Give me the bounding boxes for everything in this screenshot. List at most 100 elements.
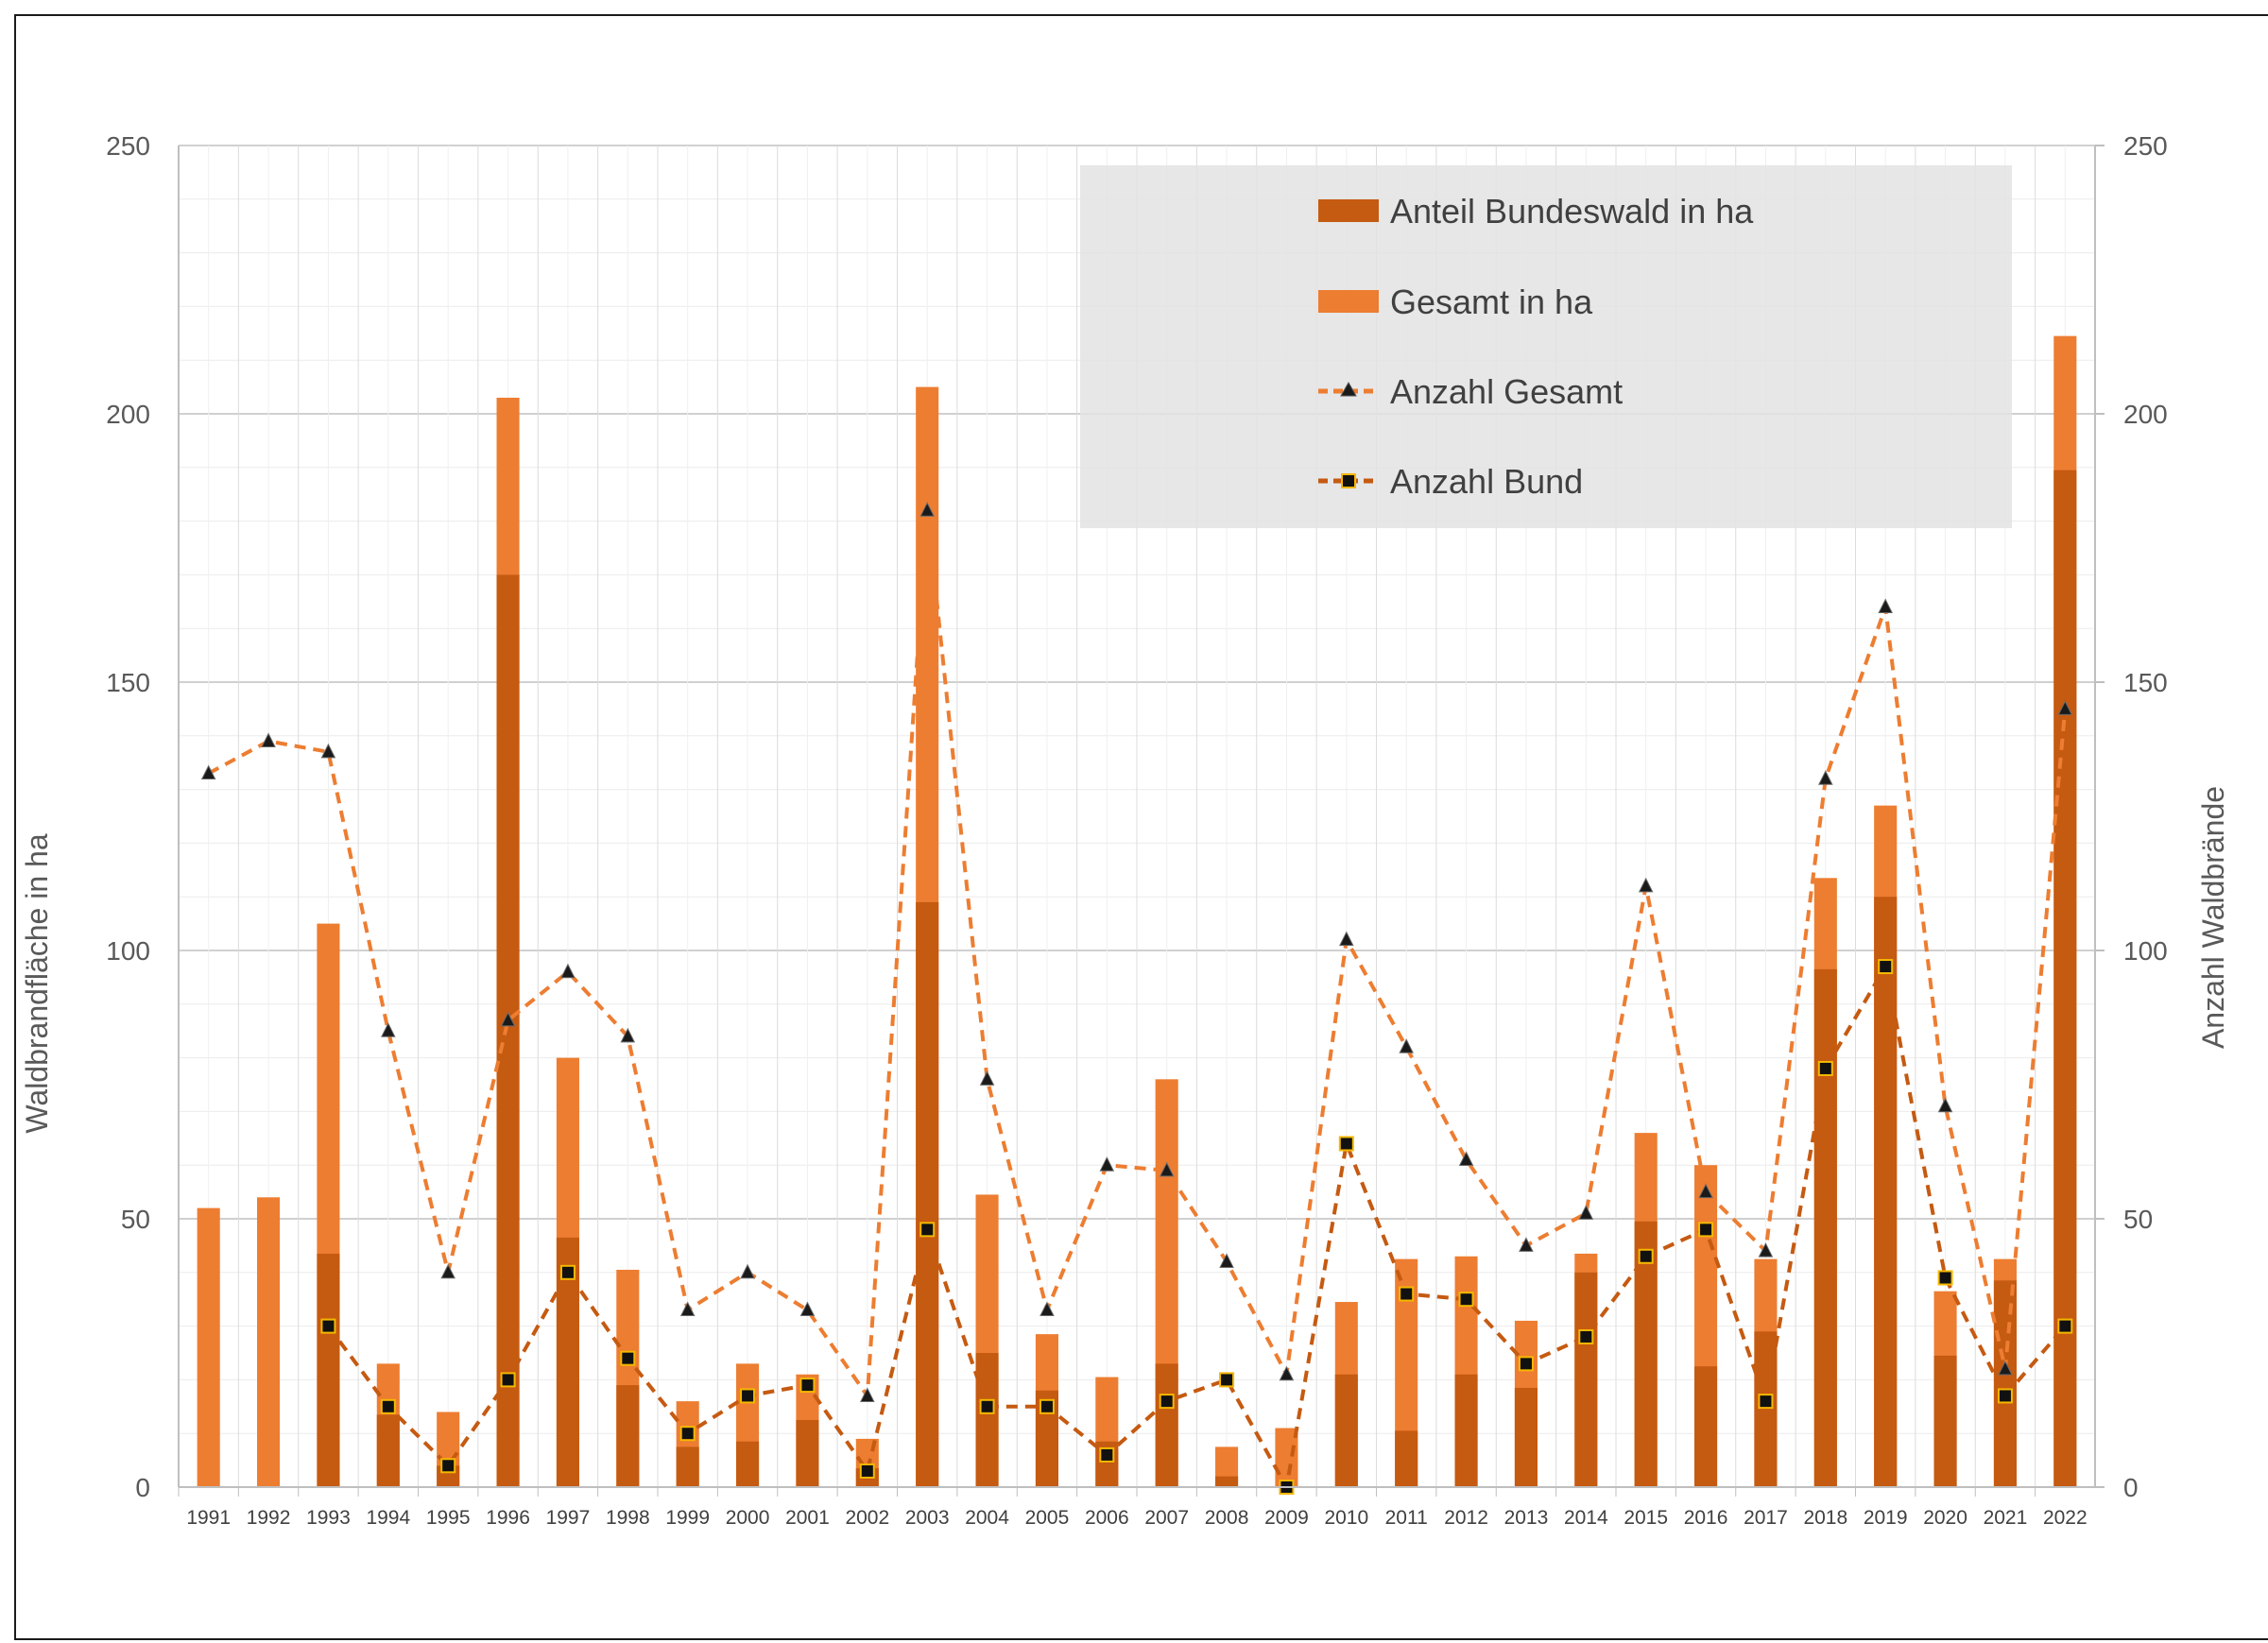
marker-anzahl-bund — [1399, 1286, 1415, 1302]
bar-anteil-bundeswald — [616, 1385, 640, 1487]
legend: Anteil Bundeswald in ha Gesamt in ha Anz… — [1080, 165, 2012, 528]
marker-anzahl-bund — [559, 1264, 576, 1280]
line-anzahl-bund — [326, 965, 2067, 1489]
marker-anzahl-bund — [1518, 1356, 1534, 1372]
marker-anzahl-bund — [1758, 1394, 1774, 1410]
x-tick-label: 2017 — [1744, 1507, 1788, 1529]
bar-anteil-bundeswald — [1514, 1387, 1538, 1487]
bar-anteil-bundeswald — [496, 574, 520, 1487]
marker-anzahl-gesamt — [1339, 931, 1354, 947]
x-tick-label: 2006 — [1085, 1507, 1129, 1529]
marker-anzahl-gesamt — [919, 502, 935, 517]
x-tick-label: 1996 — [486, 1507, 530, 1529]
bar-anteil-bundeswald — [736, 1441, 760, 1487]
bar-anteil-bundeswald — [916, 901, 939, 1487]
y-axis-right-label: Anzahl Waldbrände — [2196, 786, 2230, 1049]
y-tick-left-label: 100 — [106, 936, 150, 966]
bar-anteil-bundeswald — [1933, 1355, 1957, 1487]
marker-anzahl-bund — [859, 1463, 875, 1479]
bar-anteil-bundeswald — [317, 1253, 340, 1487]
marker-anzahl-gesamt — [2057, 700, 2073, 715]
chart-canvas: 0 0 50 50 100 100 150 150 200 200 250 250 1991 1992 19… — [20, 131, 2230, 1529]
lines — [200, 502, 2073, 1495]
x-tick-label: 1998 — [606, 1507, 650, 1529]
marker-anzahl-gesamt — [1399, 1038, 1414, 1053]
marker-anzahl-bund — [440, 1458, 456, 1474]
marker-anzahl-bund — [320, 1318, 336, 1334]
chart-frame: 0 0 50 50 100 100 150 150 200 200 250 250 1991 1992 19… — [14, 14, 2268, 1640]
marker-anzahl-bund — [1338, 1136, 1354, 1152]
line-anzahl-gesamt — [207, 508, 2068, 1398]
x-tick-label: 1993 — [306, 1507, 351, 1529]
bar-gesamt — [257, 1197, 281, 1487]
axes: 0 0 50 50 100 100 150 150 200 200 250 250 1991 1992 19… — [106, 131, 2167, 1529]
marker-anzahl-bund — [2057, 1318, 2073, 1334]
y-tick-right-label: 0 — [2123, 1473, 2139, 1502]
marker-anzahl-bund — [1159, 1394, 1175, 1410]
marker-anzahl-gesamt — [320, 743, 336, 759]
x-tick-label: 1994 — [366, 1507, 410, 1529]
y-tick-right-label: 200 — [2123, 400, 2168, 429]
marker-anzahl-gesamt — [1937, 1097, 1953, 1113]
bar-anteil-bundeswald — [1334, 1374, 1358, 1487]
x-tick-label: 2020 — [1923, 1507, 1967, 1529]
bar-anteil-bundeswald — [1454, 1374, 1478, 1487]
marker-anzahl-bund — [919, 1222, 936, 1238]
x-tick-label: 2010 — [1324, 1507, 1368, 1529]
marker-anzahl-gesamt — [620, 1027, 636, 1043]
y-tick-right-label: 150 — [2123, 668, 2168, 697]
marker-anzahl-gesamt — [381, 1022, 396, 1037]
x-tick-label: 2007 — [1144, 1507, 1189, 1529]
x-tick-label: 2001 — [785, 1507, 830, 1529]
marker-anzahl-gesamt — [1818, 770, 1833, 785]
x-tick-label: 1995 — [426, 1507, 471, 1529]
marker-anzahl-bund — [740, 1388, 756, 1404]
marker-anzahl-gesamt — [440, 1263, 455, 1279]
bar-anteil-bundeswald — [975, 1353, 999, 1487]
legend-item-gesamt: Gesamt in ha — [1318, 282, 1593, 321]
marker-anzahl-gesamt — [1998, 1360, 2013, 1376]
marker-anzahl-gesamt — [860, 1387, 875, 1402]
x-tick-label: 2015 — [1624, 1507, 1668, 1529]
x-tick-label: 2018 — [1803, 1507, 1847, 1529]
marker-anzahl-bund — [500, 1372, 516, 1388]
legend-marker-anzahl-bund — [1341, 473, 1356, 488]
legend-item-anteil-bundeswald: Anteil Bundeswald in ha — [1318, 192, 1754, 231]
marker-anzahl-bund — [1698, 1222, 1714, 1238]
marker-anzahl-bund — [380, 1398, 396, 1414]
legend-marker-anzahl-gesamt — [1340, 381, 1357, 397]
marker-anzahl-gesamt — [500, 1011, 516, 1027]
legend-item-anzahl-bund: Anzahl Bund — [1318, 462, 1583, 501]
marker-anzahl-bund — [679, 1426, 696, 1442]
marker-anzahl-bund — [1458, 1292, 1474, 1308]
bar-anteil-bundeswald — [1694, 1366, 1718, 1487]
bar-anteil-bundeswald — [2053, 470, 2077, 1487]
x-tick-label: 1999 — [665, 1507, 710, 1529]
legend-swatch-anteil-bundeswald — [1318, 199, 1379, 222]
marker-anzahl-gesamt — [1040, 1301, 1055, 1317]
x-tick-label: 2003 — [905, 1507, 950, 1529]
marker-anzahl-gesamt — [1099, 1156, 1115, 1172]
x-tick-label: 2012 — [1444, 1507, 1488, 1529]
x-tick-label: 2022 — [2043, 1507, 2088, 1529]
legend-item-anzahl-gesamt: Anzahl Gesamt — [1318, 372, 1623, 411]
marker-anzahl-gesamt — [1578, 1205, 1594, 1220]
bars — [197, 335, 2077, 1488]
bar-gesamt — [197, 1207, 220, 1487]
marker-anzahl-bund — [979, 1398, 995, 1414]
x-tick-label: 2019 — [1864, 1507, 1908, 1529]
bar-anteil-bundeswald — [376, 1414, 400, 1487]
marker-anzahl-bund — [1817, 1060, 1833, 1076]
x-tick-label: 1992 — [247, 1507, 291, 1529]
marker-anzahl-gesamt — [1458, 1151, 1474, 1167]
marker-anzahl-bund — [1997, 1388, 2013, 1404]
x-tick-label: 2009 — [1264, 1507, 1309, 1529]
marker-anzahl-bund — [620, 1350, 636, 1366]
marker-anzahl-gesamt — [1159, 1161, 1175, 1177]
marker-anzahl-gesamt — [1758, 1241, 1774, 1258]
y-tick-right-label: 100 — [2123, 936, 2168, 966]
legend-background — [1080, 165, 2012, 528]
marker-anzahl-bund — [1219, 1372, 1235, 1388]
marker-anzahl-gesamt — [1698, 1183, 1713, 1199]
x-tick-label: 2004 — [965, 1507, 1009, 1529]
